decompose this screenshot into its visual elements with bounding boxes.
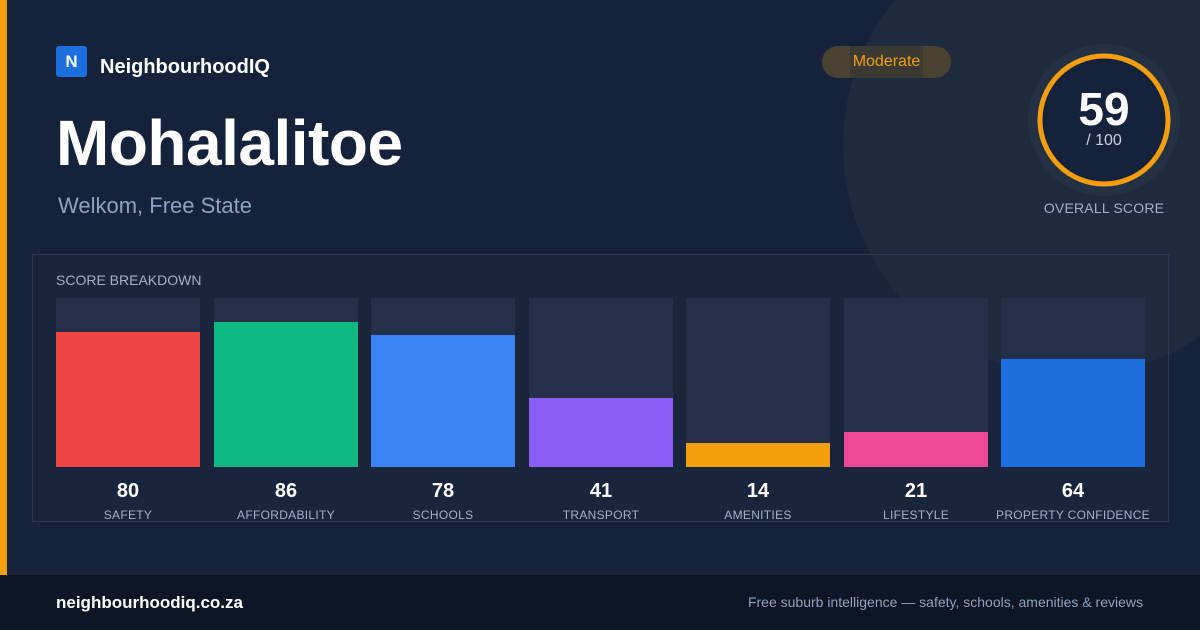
bar-value: 14	[746, 480, 770, 502]
suburb-title: Mohalalitoe	[56, 107, 403, 179]
bar-track	[56, 298, 200, 467]
bar-label: SCHOOLS	[412, 508, 474, 522]
overall-score-label: OVERALL SCORE	[1043, 200, 1165, 216]
breakdown-bars: 80 SAFETY 86 AFFORDABILITY 78 SCHOOLS 41 TRANSP…	[33, 255, 1168, 522]
bar-track	[214, 298, 358, 467]
bar-label: TRANSPORT	[562, 508, 640, 522]
bar-track	[529, 298, 673, 467]
footer-url-link[interactable]: neighbourhoodiq.co.za	[56, 593, 243, 612]
bar-fill	[1001, 359, 1145, 467]
breakdown-title: SCORE BREAKDOWN	[56, 272, 202, 288]
bar-label: AFFORDABILITY	[237, 508, 335, 522]
bar-fill	[844, 432, 988, 467]
bar-track	[686, 298, 830, 467]
footer: neighbourhoodiq.co.za Free suburb intell…	[0, 575, 1200, 630]
overall-score-denominator: / 100	[1086, 132, 1122, 149]
bar-track	[844, 298, 988, 467]
score-ring-icon	[1037, 53, 1171, 187]
rating-badge: Moderate	[822, 46, 951, 78]
bar-track	[371, 298, 515, 467]
bar-value: 64	[1061, 480, 1085, 502]
bar-value: 21	[904, 480, 928, 502]
score-breakdown-panel: SCORE BREAKDOWN 80 SAFETY 86 AFFORDABILITY 7…	[32, 254, 1169, 522]
bar-value: 80	[116, 480, 140, 502]
bar-value: 41	[589, 480, 613, 502]
bar-fill	[686, 443, 830, 467]
bar-label: LIFESTYLE	[882, 508, 950, 522]
suburb-location: Welkom, Free State	[58, 193, 252, 218]
brand-logo-icon: N	[56, 46, 87, 77]
bar-label: SAFETY	[103, 508, 153, 522]
bar-fill	[56, 332, 200, 467]
overall-score-value: 59	[1078, 83, 1130, 135]
rating-badge-label: Moderate	[852, 53, 921, 70]
overall-score-ring: 59 / 100	[1028, 44, 1180, 196]
bar-value: 78	[431, 480, 455, 502]
bar-track	[1001, 298, 1145, 467]
accent-bar	[0, 0, 7, 575]
og-card: N NeighbourhoodIQ Mohalalitoe Welkom, Fr…	[0, 0, 1180, 575]
brand[interactable]: N NeighbourhoodIQ	[56, 46, 270, 78]
bar-label: PROPERTY CONFIDENCE	[996, 508, 1150, 522]
bar-fill	[371, 335, 515, 467]
footer-tagline: Free suburb intelligence — safety, schoo…	[747, 594, 1143, 610]
bar-fill	[529, 398, 673, 467]
bar-value: 86	[274, 480, 298, 502]
bar-fill	[214, 322, 358, 467]
bar-label: AMENITIES	[724, 508, 792, 522]
brand-name: NeighbourhoodIQ	[100, 56, 270, 78]
